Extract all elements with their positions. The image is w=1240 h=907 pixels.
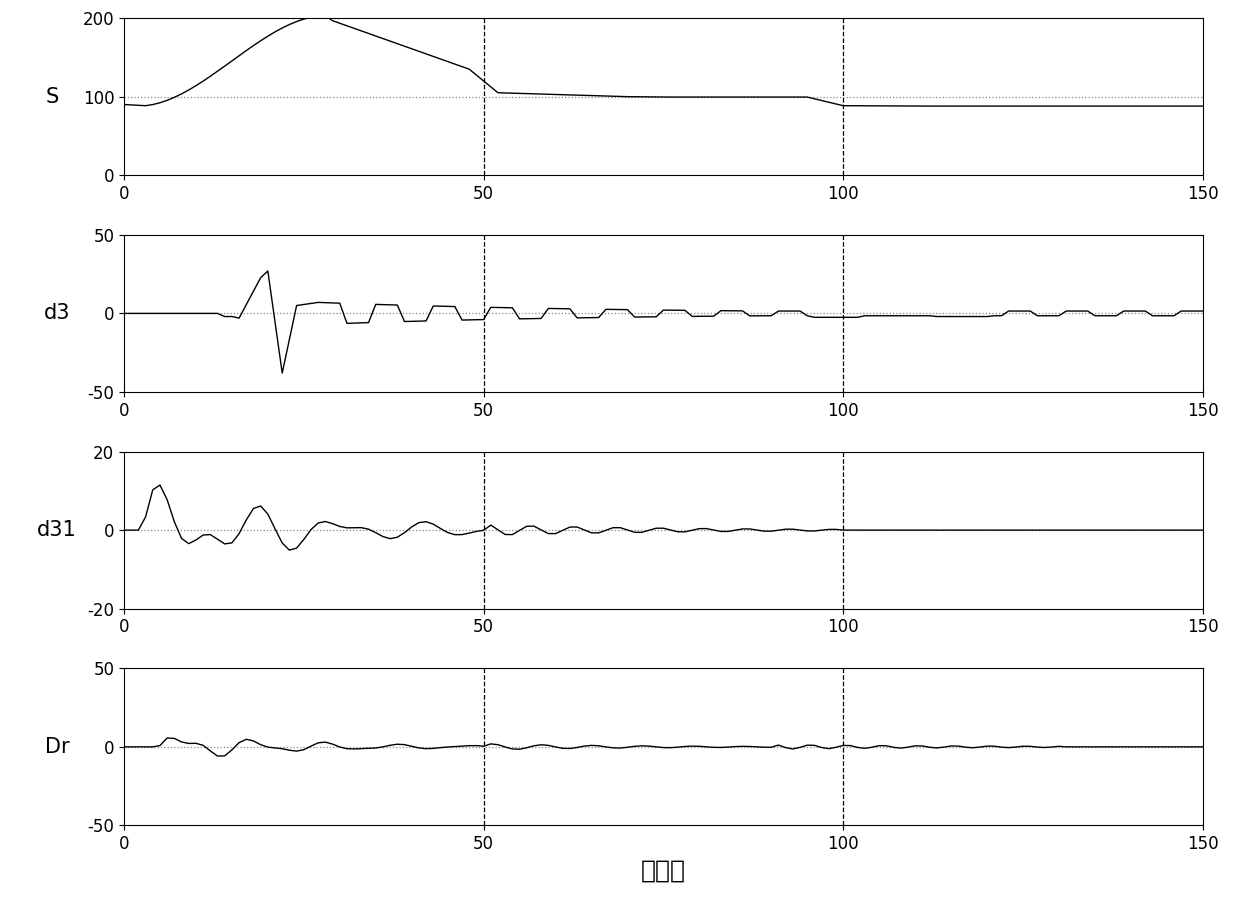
Y-axis label: Dr: Dr [45, 736, 69, 756]
Y-axis label: S: S [46, 87, 58, 107]
X-axis label: 采样点: 采样点 [641, 859, 686, 883]
Y-axis label: d31: d31 [37, 520, 77, 541]
Y-axis label: d3: d3 [43, 303, 71, 324]
